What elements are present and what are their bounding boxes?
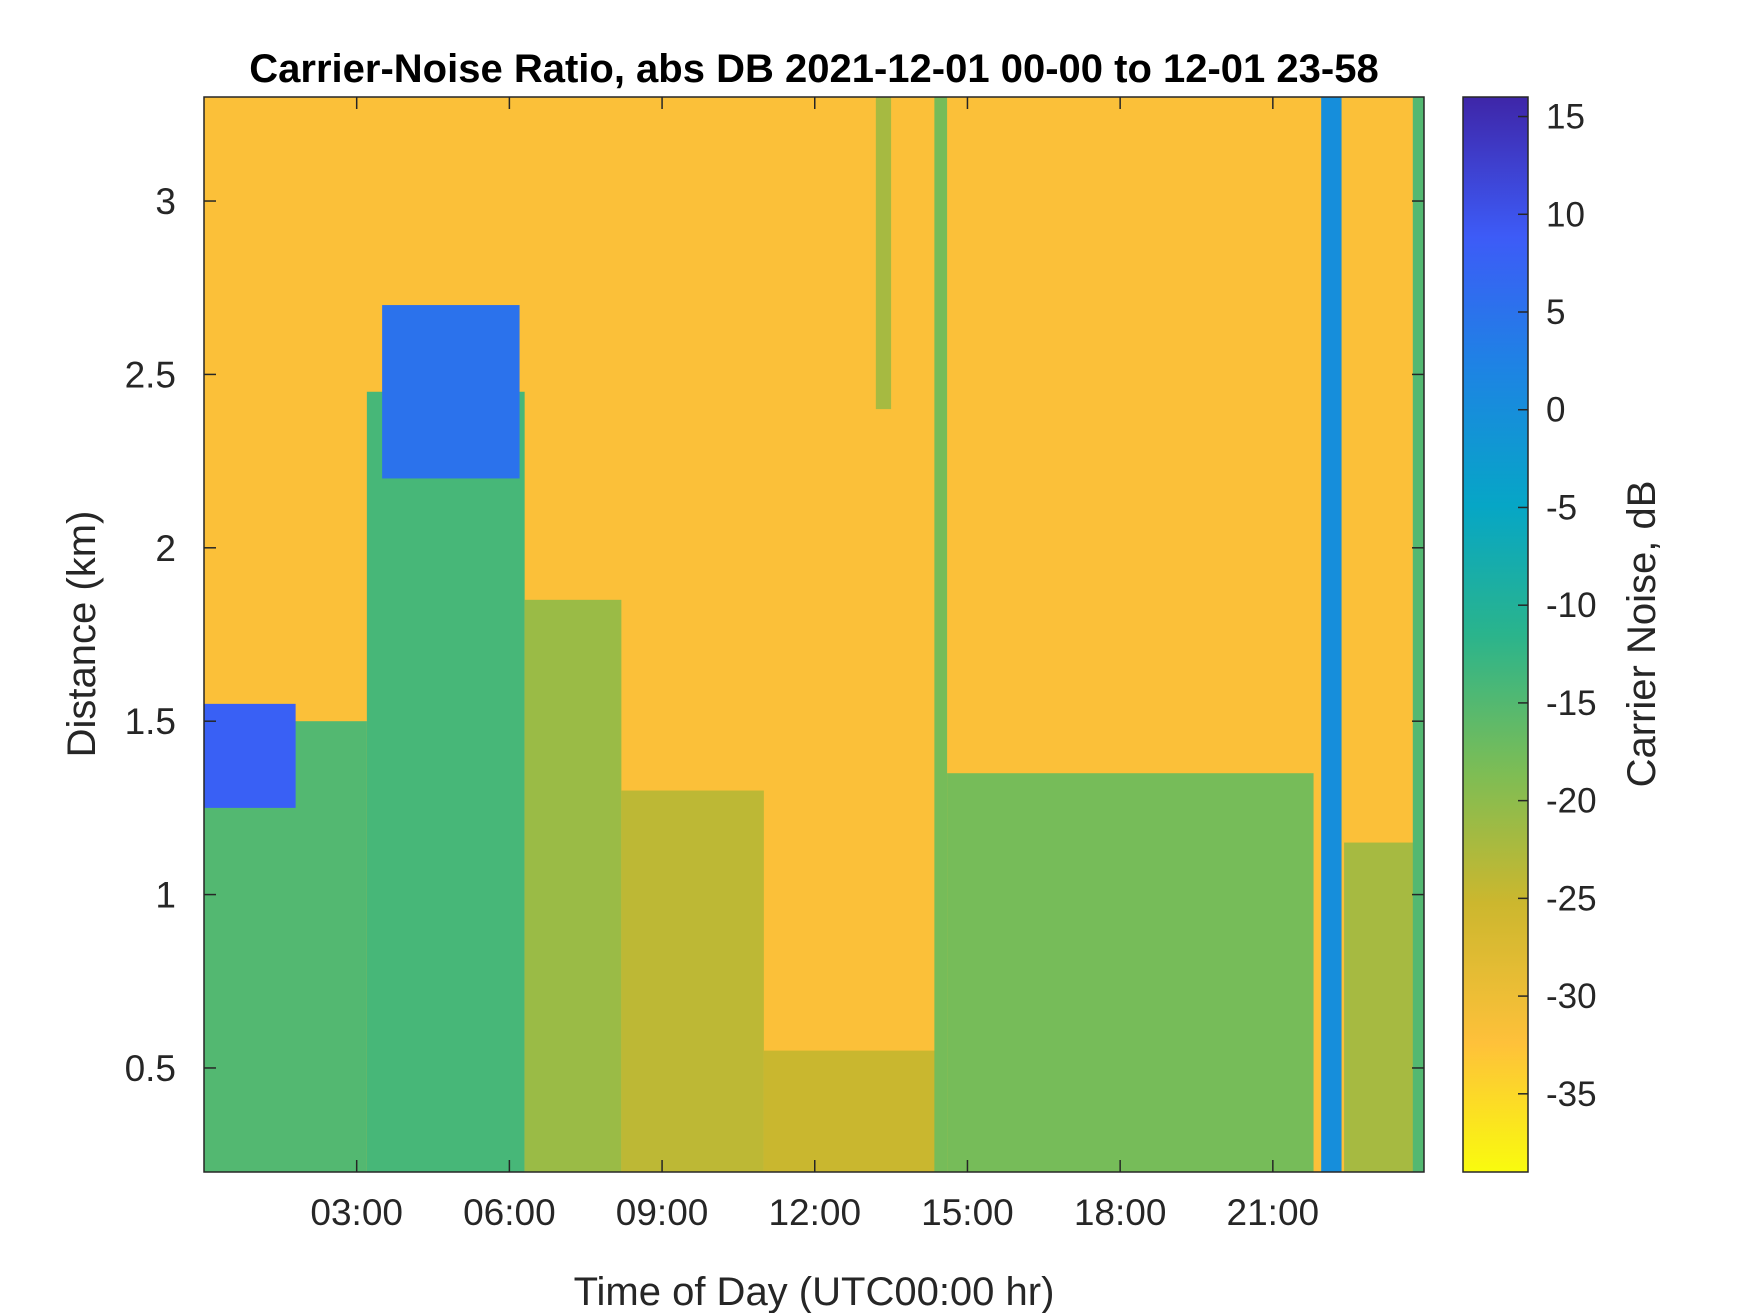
region-morning-layer [366, 391, 525, 1172]
region-cloud-column-22h [1321, 97, 1342, 1172]
colorbar-tick-label: -30 [1546, 977, 1597, 1016]
y-tick-label: 2 [155, 528, 176, 569]
x-tick-label: 21:00 [1227, 1192, 1320, 1233]
region-stripe-23h [1412, 97, 1424, 1172]
colorbar-tick-label: -5 [1546, 488, 1577, 527]
colorbar-tick-label: -35 [1546, 1075, 1597, 1114]
x-tick-label: 15:00 [921, 1192, 1014, 1233]
region-midday-surface [763, 1050, 937, 1172]
colorbar-tick-label: -10 [1546, 586, 1597, 625]
colorbar-label: Carrier Noise, dB [1620, 481, 1664, 788]
heatmap-regions [204, 97, 1424, 1172]
y-tick-label: 0.5 [125, 1048, 176, 1089]
region-stripe-14h [934, 97, 948, 1172]
colorbar-tick-label: -15 [1546, 684, 1597, 723]
y-axis-label: Distance (km) [60, 511, 104, 758]
colorbar-tick-label: 10 [1546, 195, 1585, 234]
y-tick-label: 1 [155, 875, 176, 916]
x-tick-label: 09:00 [616, 1192, 709, 1233]
y-tick-label: 3 [155, 181, 176, 222]
plot-frame [203, 96, 1425, 1173]
colorbar-ticks: 15 10 5 0 -5 -10 -15 -20 -25 -30 -35 [1518, 98, 1597, 1114]
region-aerosol-top-early [204, 703, 296, 808]
colorbar-gradient [1462, 96, 1529, 1173]
colorbar-tick-label: -20 [1546, 782, 1597, 821]
region-afternoon-layer [947, 773, 1314, 1172]
region-morning-tail [524, 599, 622, 1172]
region-midday-layer [621, 790, 764, 1172]
x-tick-label: 06:00 [463, 1192, 556, 1233]
colorbar-tick-label: 5 [1546, 293, 1565, 332]
colorbar-tick-label: -25 [1546, 879, 1597, 918]
y-tick-label: 2.5 [125, 354, 176, 395]
colorbar-tick-label: 15 [1546, 98, 1585, 137]
heatmap-plot-area [204, 97, 1424, 1172]
chart-title: Carrier-Noise Ratio, abs DB 2021-12-01 0… [249, 47, 1378, 91]
x-tick-label: 03:00 [310, 1192, 403, 1233]
colorbar: 15 10 5 0 -5 -10 -15 -20 -25 -30 -35 Carrier Noise… [1462, 96, 1664, 1173]
x-axis-ticks: 03:00 06:00 09:00 12:00 15:00 18:00 21:00 [310, 97, 1319, 1233]
x-tick-label: 18:00 [1074, 1192, 1167, 1233]
region-aerosol-top-morning [382, 305, 520, 479]
x-tick-label: 12:00 [768, 1192, 861, 1233]
y-axis-ticks: 0.5 1 1.5 2 2.5 3 [125, 181, 1424, 1089]
x-axis-label: Time of Day (UTC00:00 hr) [574, 1270, 1055, 1313]
y-tick-label: 1.5 [125, 701, 176, 742]
colorbar-tick-label: 0 [1546, 391, 1565, 430]
region-stripe-13h [875, 97, 892, 410]
region-late-evening-layer [1344, 842, 1424, 1172]
